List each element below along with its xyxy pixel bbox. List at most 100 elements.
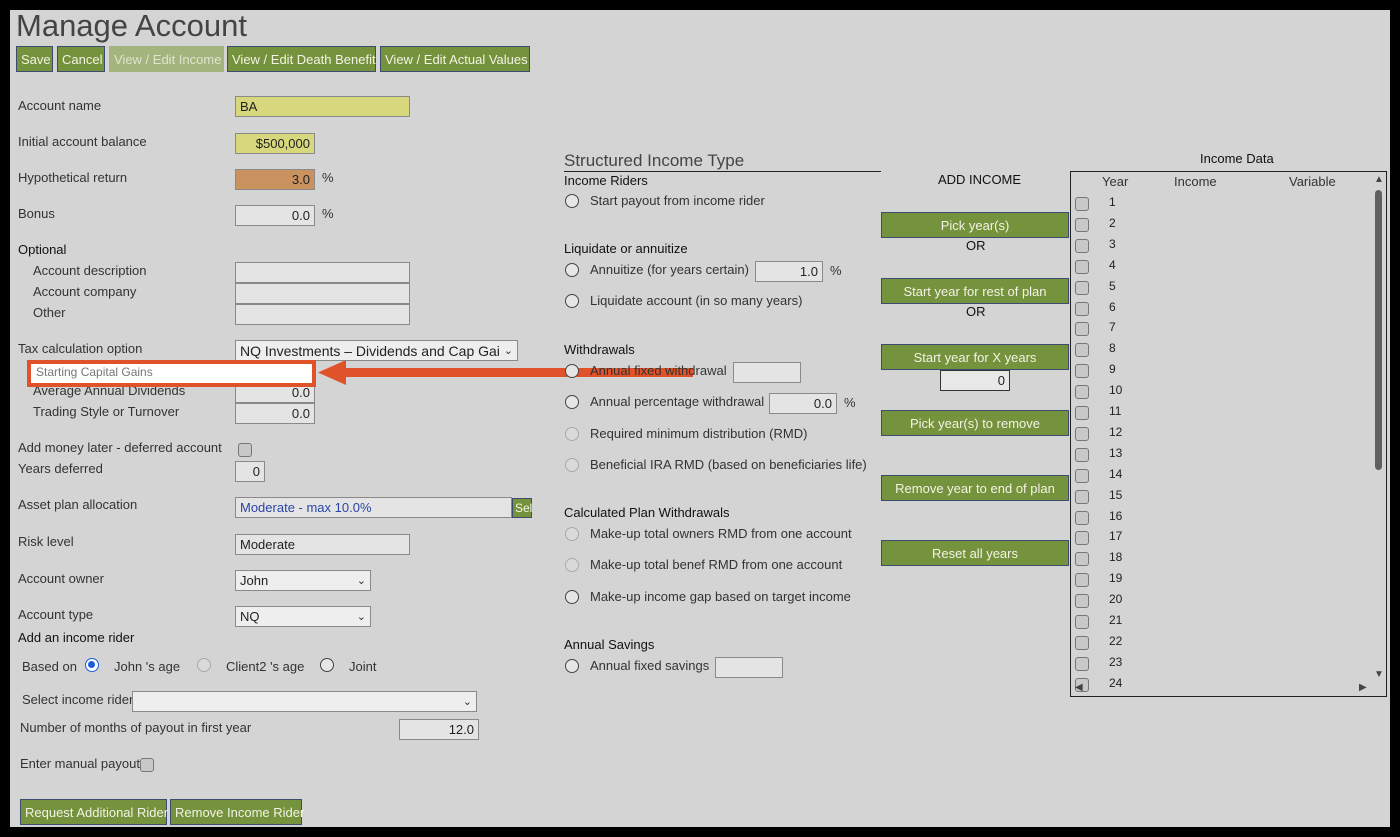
add-money-later-checkbox[interactable] — [238, 443, 252, 457]
table-row: 5 — [1071, 278, 1371, 299]
makeup-owners-radio[interactable] — [565, 527, 579, 541]
year-number: 2 — [1109, 215, 1116, 230]
cancel-button[interactable]: Cancel — [57, 46, 105, 72]
initial-balance-input[interactable] — [235, 133, 315, 154]
risk-level-input[interactable] — [235, 534, 410, 555]
year-number: 23 — [1109, 654, 1123, 669]
tax-calculation-select[interactable]: NQ Investments – Dividends and Cap Gai ⌄ — [235, 340, 518, 361]
year-checkbox[interactable] — [1075, 615, 1089, 629]
annual-fixed-savings-input[interactable] — [715, 657, 783, 678]
year-checkbox[interactable] — [1075, 406, 1089, 420]
rmd-radio[interactable] — [565, 427, 579, 441]
table-row: 12 — [1071, 424, 1371, 445]
view-edit-actual-values-button[interactable]: View / Edit Actual Values — [380, 46, 530, 72]
scroll-right-icon[interactable]: ▶ — [1359, 682, 1367, 693]
year-checkbox[interactable] — [1075, 238, 1089, 253]
year-checkbox[interactable] — [1075, 594, 1089, 609]
other-input[interactable] — [235, 304, 410, 325]
starting-capital-gains-input[interactable] — [31, 364, 312, 383]
account-name-input[interactable] — [235, 96, 410, 117]
calculated-withdrawals-heading: Calculated Plan Withdrawals — [564, 505, 730, 520]
pick-years-remove-button[interactable]: Pick year(s) to remove — [881, 410, 1069, 436]
year-checkbox[interactable] — [1075, 531, 1089, 546]
year-checkbox[interactable] — [1075, 280, 1089, 295]
year-checkbox[interactable] — [1075, 385, 1089, 400]
beneficial-rmd-radio[interactable] — [565, 458, 579, 472]
annual-percentage-withdrawal-radio[interactable] — [565, 395, 579, 409]
view-edit-death-benefit-button[interactable]: View / Edit Death Benefit — [227, 46, 376, 72]
based-on-john-radio[interactable] — [85, 658, 99, 672]
bonus-input[interactable] — [235, 205, 315, 226]
year-checkbox[interactable] — [1075, 217, 1089, 232]
year-checkbox[interactable] — [1075, 552, 1089, 567]
year-checkbox[interactable] — [1075, 322, 1089, 337]
year-number: 15 — [1109, 487, 1123, 502]
scroll-up-icon[interactable]: ▲ — [1374, 174, 1384, 185]
annual-fixed-withdrawal-radio[interactable] — [565, 364, 579, 378]
year-checkbox[interactable] — [1075, 677, 1089, 692]
year-checkbox[interactable] — [1075, 573, 1089, 588]
x-years-input[interactable] — [940, 370, 1010, 391]
scroll-down-icon[interactable]: ▼ — [1374, 669, 1384, 680]
liquidate-radio[interactable] — [565, 294, 579, 308]
asset-allocation-input[interactable] — [235, 497, 512, 518]
year-checkbox[interactable] — [1075, 426, 1089, 441]
year-checkbox[interactable] — [1075, 510, 1089, 525]
table-row: 2 — [1071, 215, 1371, 236]
year-checkbox[interactable] — [1075, 343, 1089, 358]
request-additional-rider-button[interactable]: Request Additional Rider — [20, 799, 168, 825]
start-year-rest-button[interactable]: Start year for rest of plan — [881, 278, 1069, 304]
save-button[interactable]: Save — [16, 46, 53, 72]
year-checkbox[interactable] — [1075, 489, 1089, 504]
based-on-client2-radio[interactable] — [197, 658, 211, 672]
year-checkbox[interactable] — [1075, 447, 1089, 462]
annual-fixed-withdrawal-input[interactable] — [733, 362, 801, 383]
year-checkbox[interactable] — [1075, 635, 1089, 650]
pick-years-button[interactable]: Pick year(s) — [881, 212, 1069, 238]
year-checkbox[interactable] — [1075, 468, 1089, 483]
manual-payout-checkbox[interactable] — [140, 758, 154, 772]
income-column-header: Income — [1174, 174, 1217, 189]
year-checkbox[interactable] — [1075, 197, 1089, 211]
months-payout-input[interactable] — [399, 719, 479, 740]
chevron-down-icon: ⌄ — [503, 345, 513, 357]
annuitize-radio[interactable] — [565, 263, 579, 277]
annuitize-input[interactable] — [755, 261, 823, 282]
year-checkbox[interactable] — [1075, 259, 1089, 274]
year-checkbox[interactable] — [1075, 364, 1089, 379]
trading-style-input[interactable] — [235, 403, 315, 424]
income-rider-heading: Add an income rider — [18, 630, 135, 645]
income-rider-select[interactable]: ⌄ — [132, 691, 477, 712]
start-year-x-years-button[interactable]: Start year for X years — [881, 344, 1069, 370]
account-description-input[interactable] — [235, 262, 410, 283]
based-on-joint-radio[interactable] — [320, 658, 334, 672]
year-checkbox[interactable] — [1075, 301, 1089, 316]
vertical-scrollbar[interactable]: ▲ ▼ — [1372, 174, 1384, 680]
account-type-value: NQ — [240, 609, 260, 624]
account-type-select[interactable]: NQ ⌄ — [235, 606, 371, 627]
table-row: 24 — [1071, 675, 1371, 696]
annual-fixed-savings-radio[interactable] — [565, 659, 579, 673]
reset-all-years-button[interactable]: Reset all years — [881, 540, 1069, 566]
account-name-label: Account name — [18, 98, 102, 113]
years-deferred-input[interactable] — [235, 461, 265, 482]
scrollbar-thumb[interactable] — [1375, 190, 1382, 470]
annual-percentage-withdrawal-input[interactable] — [769, 393, 837, 414]
remove-income-rider-button[interactable]: Remove Income Rider — [170, 799, 304, 825]
makeup-benef-radio[interactable] — [565, 558, 579, 572]
income-data-heading: Income Data — [1200, 151, 1274, 166]
remove-year-end-button[interactable]: Remove year to end of plan — [881, 475, 1069, 501]
asset-allocation-select-button[interactable]: Sel — [512, 498, 532, 518]
view-edit-income-button[interactable]: View / Edit Income — [109, 46, 224, 72]
structured-income-divider — [564, 171, 881, 172]
hypothetical-return-input[interactable] — [235, 169, 315, 190]
scroll-left-icon[interactable]: ◀ — [1075, 682, 1083, 693]
table-row: 13 — [1071, 445, 1371, 466]
start-payout-radio[interactable] — [565, 194, 579, 208]
year-number: 16 — [1109, 508, 1123, 523]
account-owner-select[interactable]: John ⌄ — [235, 570, 371, 591]
year-checkbox[interactable] — [1075, 656, 1089, 671]
annotation-arrow-icon — [318, 360, 693, 385]
makeup-gap-radio[interactable] — [565, 590, 579, 604]
account-company-input[interactable] — [235, 283, 410, 304]
